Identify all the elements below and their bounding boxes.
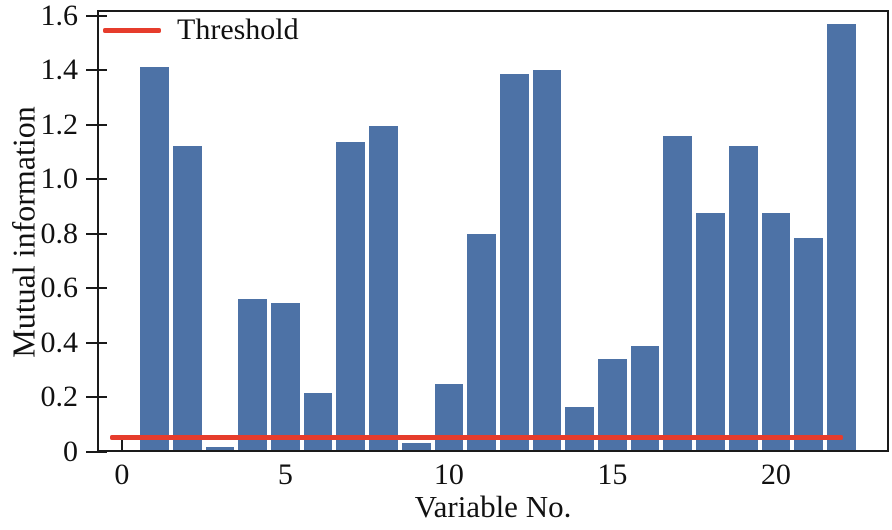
bar xyxy=(401,442,431,452)
bar xyxy=(728,146,758,452)
y-tick-mark xyxy=(86,451,107,453)
x-tick-label: 5 xyxy=(277,458,293,491)
legend-threshold-line-swatch xyxy=(103,27,161,33)
x-axis-title: Variable No. xyxy=(414,489,572,524)
bar xyxy=(761,213,791,452)
legend-threshold-label: Threshold xyxy=(177,13,299,46)
bar xyxy=(434,383,464,452)
y-tick-label: 0.4 xyxy=(40,325,79,359)
bar xyxy=(794,237,823,452)
y-tick-mark xyxy=(86,232,107,235)
y-tick-label: 0.2 xyxy=(40,380,79,414)
bar xyxy=(336,142,366,452)
threshold-line xyxy=(109,434,843,440)
y-tick-mark xyxy=(86,287,107,290)
bar xyxy=(826,23,856,452)
y-tick-mark xyxy=(86,14,107,17)
x-tick-mark xyxy=(120,439,123,452)
bar xyxy=(303,393,333,452)
legend: Threshold xyxy=(103,13,299,47)
y-tick-mark xyxy=(86,396,107,399)
y-tick-label: 0.8 xyxy=(40,216,79,250)
bar xyxy=(565,407,595,452)
y-tick-mark xyxy=(86,178,107,181)
x-tick-label: 15 xyxy=(597,458,628,491)
bar xyxy=(467,233,496,452)
bar xyxy=(140,67,169,452)
bar xyxy=(172,146,202,452)
bar xyxy=(663,135,693,452)
x-tick-label: 0 xyxy=(114,458,130,491)
bar xyxy=(271,303,300,452)
x-tick-label: 20 xyxy=(760,458,791,491)
y-tick-mark xyxy=(86,69,107,71)
y-tick-label: 0 xyxy=(63,435,78,468)
y-tick-label: 1.6 xyxy=(40,0,79,32)
y-tick-label: 1.4 xyxy=(40,53,79,86)
y-tick-label: 1.2 xyxy=(40,107,79,141)
bar xyxy=(532,70,562,452)
y-tick-mark xyxy=(86,123,107,126)
bar xyxy=(630,345,660,452)
y-tick-mark xyxy=(86,341,107,344)
x-tick-label: 10 xyxy=(433,458,464,491)
bar xyxy=(499,74,529,452)
y-tick-label: 0.6 xyxy=(40,271,79,305)
bar xyxy=(369,126,398,452)
bar xyxy=(696,213,725,452)
bar xyxy=(238,299,268,452)
bar xyxy=(205,446,235,452)
y-tick-label: 1.0 xyxy=(40,162,79,196)
